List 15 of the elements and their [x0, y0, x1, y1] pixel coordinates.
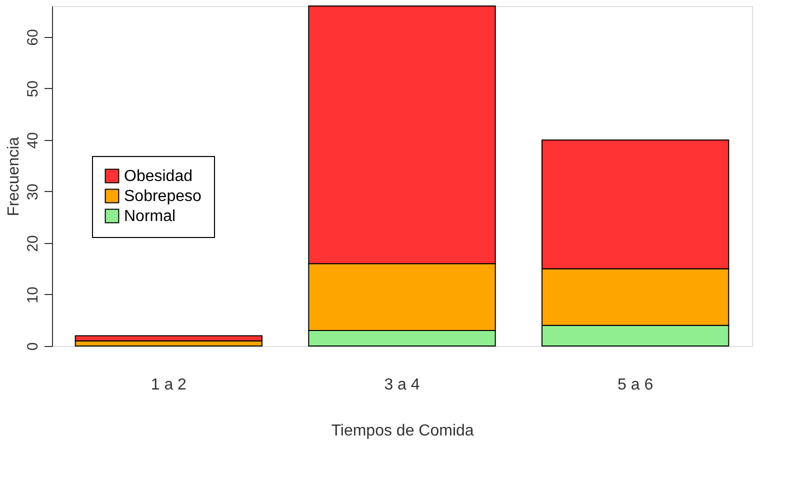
y-tick-label: 0 — [24, 342, 42, 351]
y-axis-title: Frecuencia — [6, 136, 22, 216]
y-tick-label: 40 — [24, 132, 42, 149]
legend-label: Obesidad — [124, 168, 192, 185]
x-tick-label: 5 a 6 — [618, 376, 654, 394]
x-axis-title: Tiempos de Comida — [331, 422, 474, 440]
legend-label: Sobrepeso — [124, 188, 202, 205]
x-tick-label: 1 a 2 — [150, 376, 187, 394]
y-tick-label: 50 — [24, 80, 42, 98]
x-tick-label: 3 a 4 — [384, 376, 420, 394]
y-tick-label: 20 — [24, 235, 42, 252]
y-tick-label: 10 — [24, 286, 42, 304]
legend-label: Normal — [124, 208, 176, 225]
y-tick-label: 30 — [24, 184, 42, 200]
y-tick-label: 60 — [24, 29, 42, 46]
